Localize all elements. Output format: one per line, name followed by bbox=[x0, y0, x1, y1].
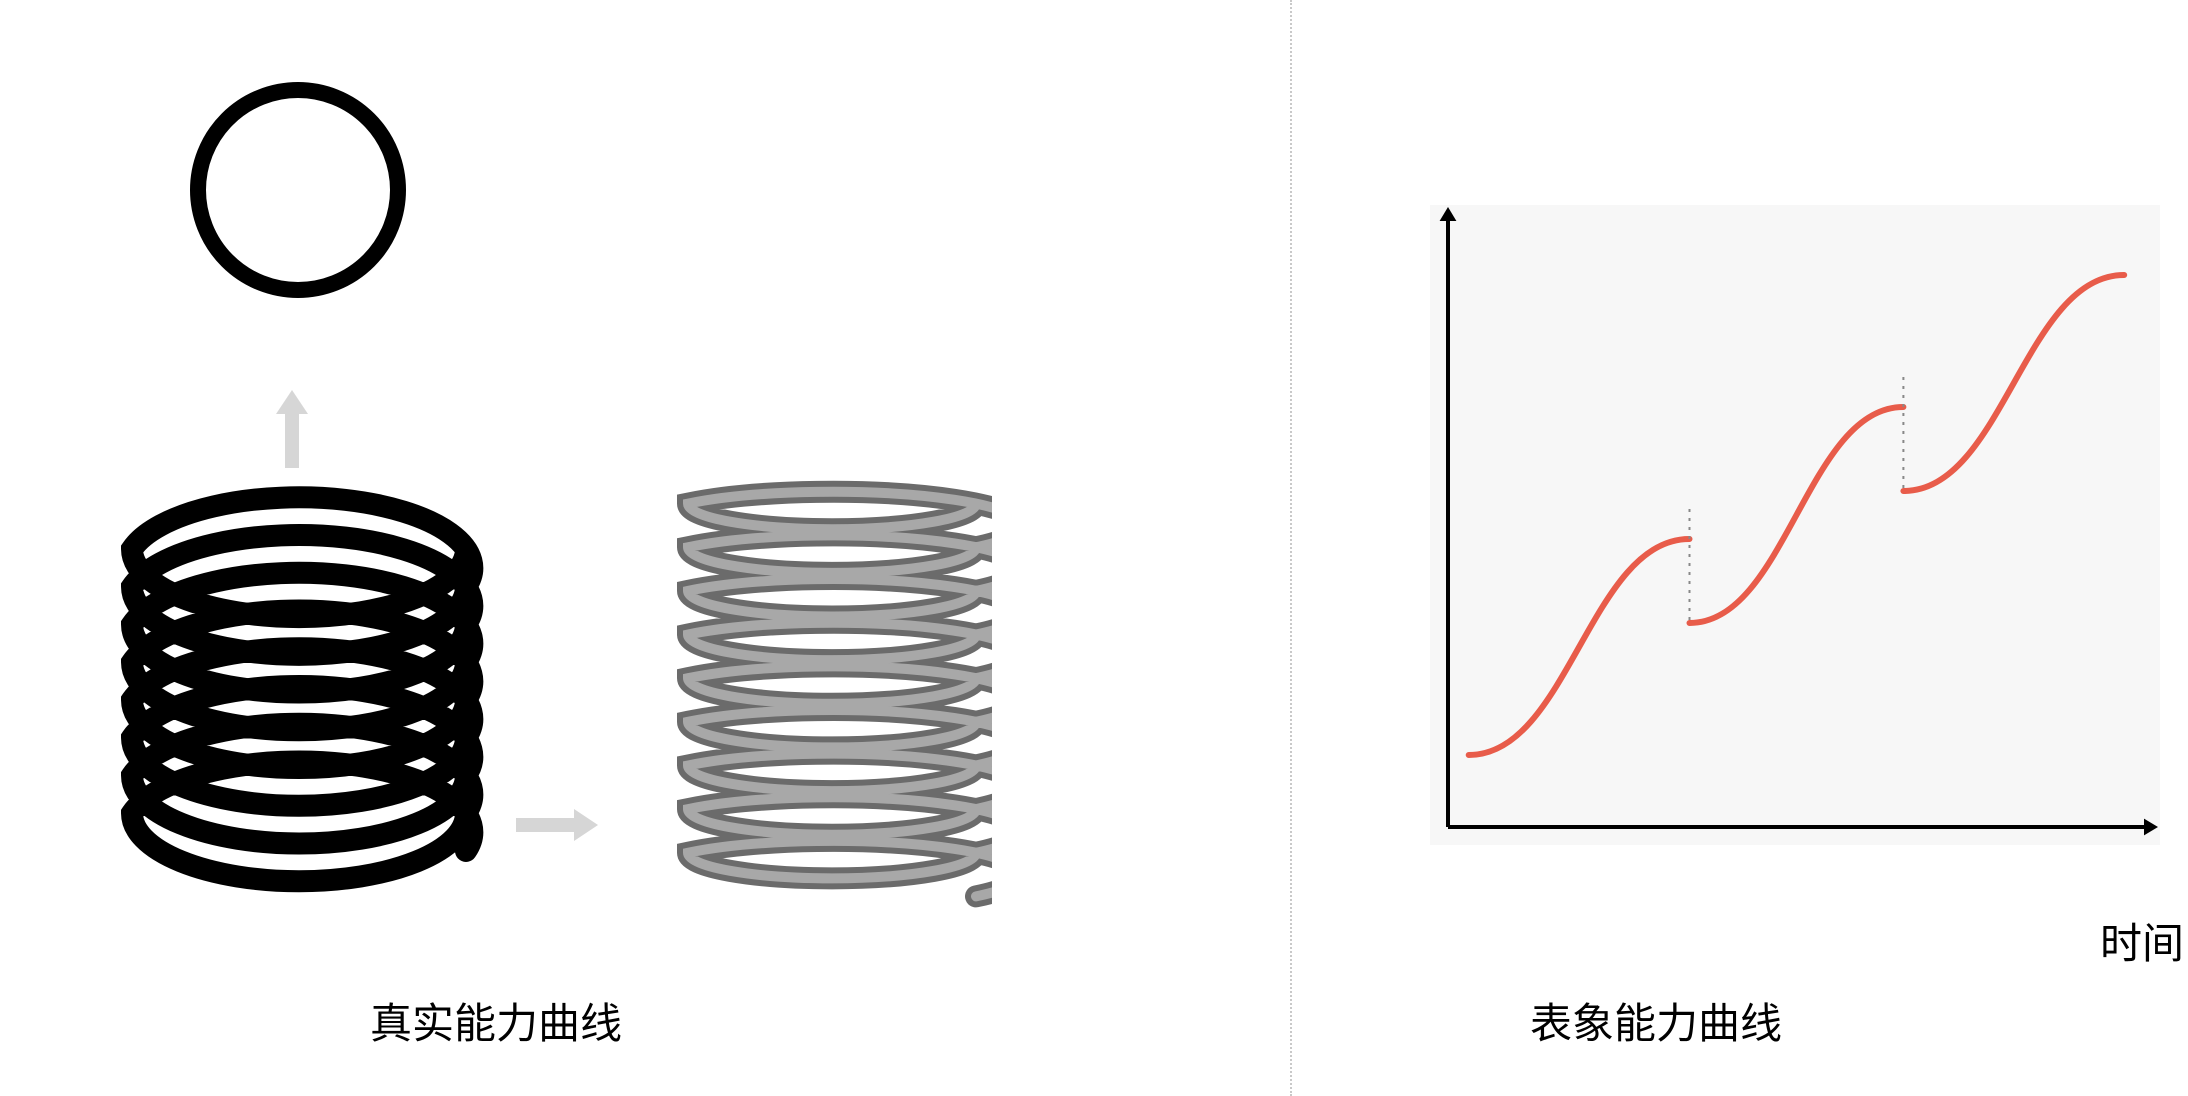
right-caption: 表象能力曲线 bbox=[1530, 990, 1782, 1051]
spring-compressed bbox=[672, 470, 992, 930]
right-panel: 时间 表象能力曲线 bbox=[1290, 0, 2188, 1096]
spring-top-circle bbox=[182, 74, 414, 306]
left-caption: 真实能力曲线 bbox=[370, 990, 622, 1051]
arrow-up-icon bbox=[262, 386, 322, 478]
x-axis-label: 时间 bbox=[2100, 910, 2184, 971]
ability-chart bbox=[1430, 205, 2160, 845]
spring-loose bbox=[110, 470, 488, 930]
arrow-right-icon bbox=[506, 795, 602, 855]
left-panel: 真实能力曲线 bbox=[0, 0, 1290, 1096]
diagram-stage: 真实能力曲线 时间 表象能力曲线 bbox=[0, 0, 2188, 1096]
